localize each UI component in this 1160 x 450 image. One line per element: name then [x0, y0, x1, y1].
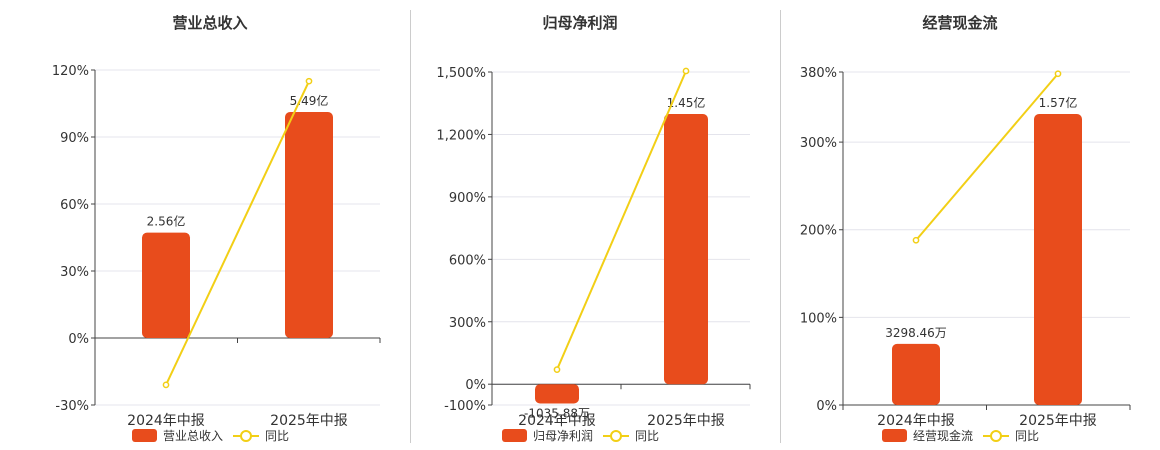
legend-label-line: 同比: [635, 429, 659, 443]
bar-data-label: 1.45亿: [667, 95, 706, 110]
chart-title: 归母净利润: [542, 14, 617, 32]
yoy-point: [1054, 70, 1062, 78]
bar-data-label: -1035.88万: [524, 406, 590, 420]
category-label: 2025年中报: [1019, 413, 1097, 429]
bar: [892, 343, 940, 405]
bar: [535, 384, 579, 404]
y-tick-label: 1,500%: [436, 66, 486, 81]
bar-data-label: 5.49亿: [290, 93, 329, 108]
chart-title: 营业总收入: [172, 14, 247, 32]
yoy-point: [553, 366, 561, 373]
y-tick-label: 0%: [68, 332, 89, 347]
panel-divider-1: [410, 10, 411, 443]
y-tick-label: 300%: [449, 316, 486, 331]
bar: [664, 114, 708, 385]
legend-label-line: 同比: [265, 429, 289, 443]
yoy-point: [305, 77, 313, 85]
legend-label-bar: 经营现金流: [913, 428, 973, 443]
yoy-point: [682, 67, 690, 75]
y-tick-label: 300%: [800, 136, 837, 151]
y-tick-label: -30%: [55, 399, 89, 414]
category-label: 2025年中报: [270, 413, 348, 429]
category-label: 2024年中报: [518, 413, 596, 429]
y-tick-label: 90%: [60, 131, 89, 146]
category-label: 2024年中报: [877, 413, 955, 429]
yoy-point: [912, 236, 920, 244]
y-tick-label: 380%: [800, 66, 837, 81]
y-tick-label: 200%: [800, 224, 837, 239]
category-label: 2024年中报: [127, 413, 205, 429]
legend-swatch-marker: [990, 430, 1002, 442]
yoy-point: [162, 381, 170, 389]
legend-swatch-bar: [502, 429, 527, 442]
y-tick-label: 30%: [60, 265, 89, 280]
bar-data-label: 1.57亿: [1039, 95, 1078, 110]
y-tick-label: 100%: [800, 311, 837, 326]
y-tick-label: 60%: [60, 198, 89, 213]
legend-swatch-bar: [132, 429, 157, 442]
bar: [1034, 114, 1082, 405]
legend-label-bar: 营业总收入: [163, 429, 223, 443]
panel-divider-2: [780, 10, 781, 443]
legend-label-bar: 归母净利润: [533, 429, 593, 443]
bar-data-label: 3298.46万: [885, 326, 947, 340]
bar: [285, 112, 333, 338]
chart-panel-1: 营业总收入 -30% 0% 30% 60% 90% 120% 2024年中报 2025年中报 2.…: [52, 14, 381, 443]
legend-swatch-bar: [882, 429, 907, 442]
yoy-line: [556, 70, 687, 371]
y-tick-label: -100%: [444, 399, 486, 414]
chart-panel-2: 归母净利润 -100% 0% 300% 600% 900% 1,200% 1,500% 2024…: [436, 14, 751, 443]
y-tick-label: 600%: [449, 253, 486, 268]
yoy-line: [915, 73, 1059, 241]
y-tick-label: 120%: [52, 64, 89, 79]
y-tick-label: 1,200%: [436, 128, 486, 143]
yoy-line: [165, 80, 310, 386]
legend-swatch-marker: [610, 430, 622, 442]
y-tick-label: 0%: [816, 399, 837, 414]
category-label: 2025年中报: [647, 413, 725, 429]
chart-title: 经营现金流: [922, 14, 997, 32]
bar: [142, 232, 190, 338]
y-tick-label: 900%: [449, 191, 486, 206]
legend-swatch-marker: [240, 430, 252, 442]
bar-data-label: 2.56亿: [147, 214, 186, 229]
legend-label-line: 同比: [1015, 429, 1039, 443]
y-tick-label: 0%: [465, 378, 486, 393]
chart-panel-3: 经营现金流 0% 100% 200% 300% 380% 2024年中报 2025年中报 329…: [800, 14, 1131, 443]
